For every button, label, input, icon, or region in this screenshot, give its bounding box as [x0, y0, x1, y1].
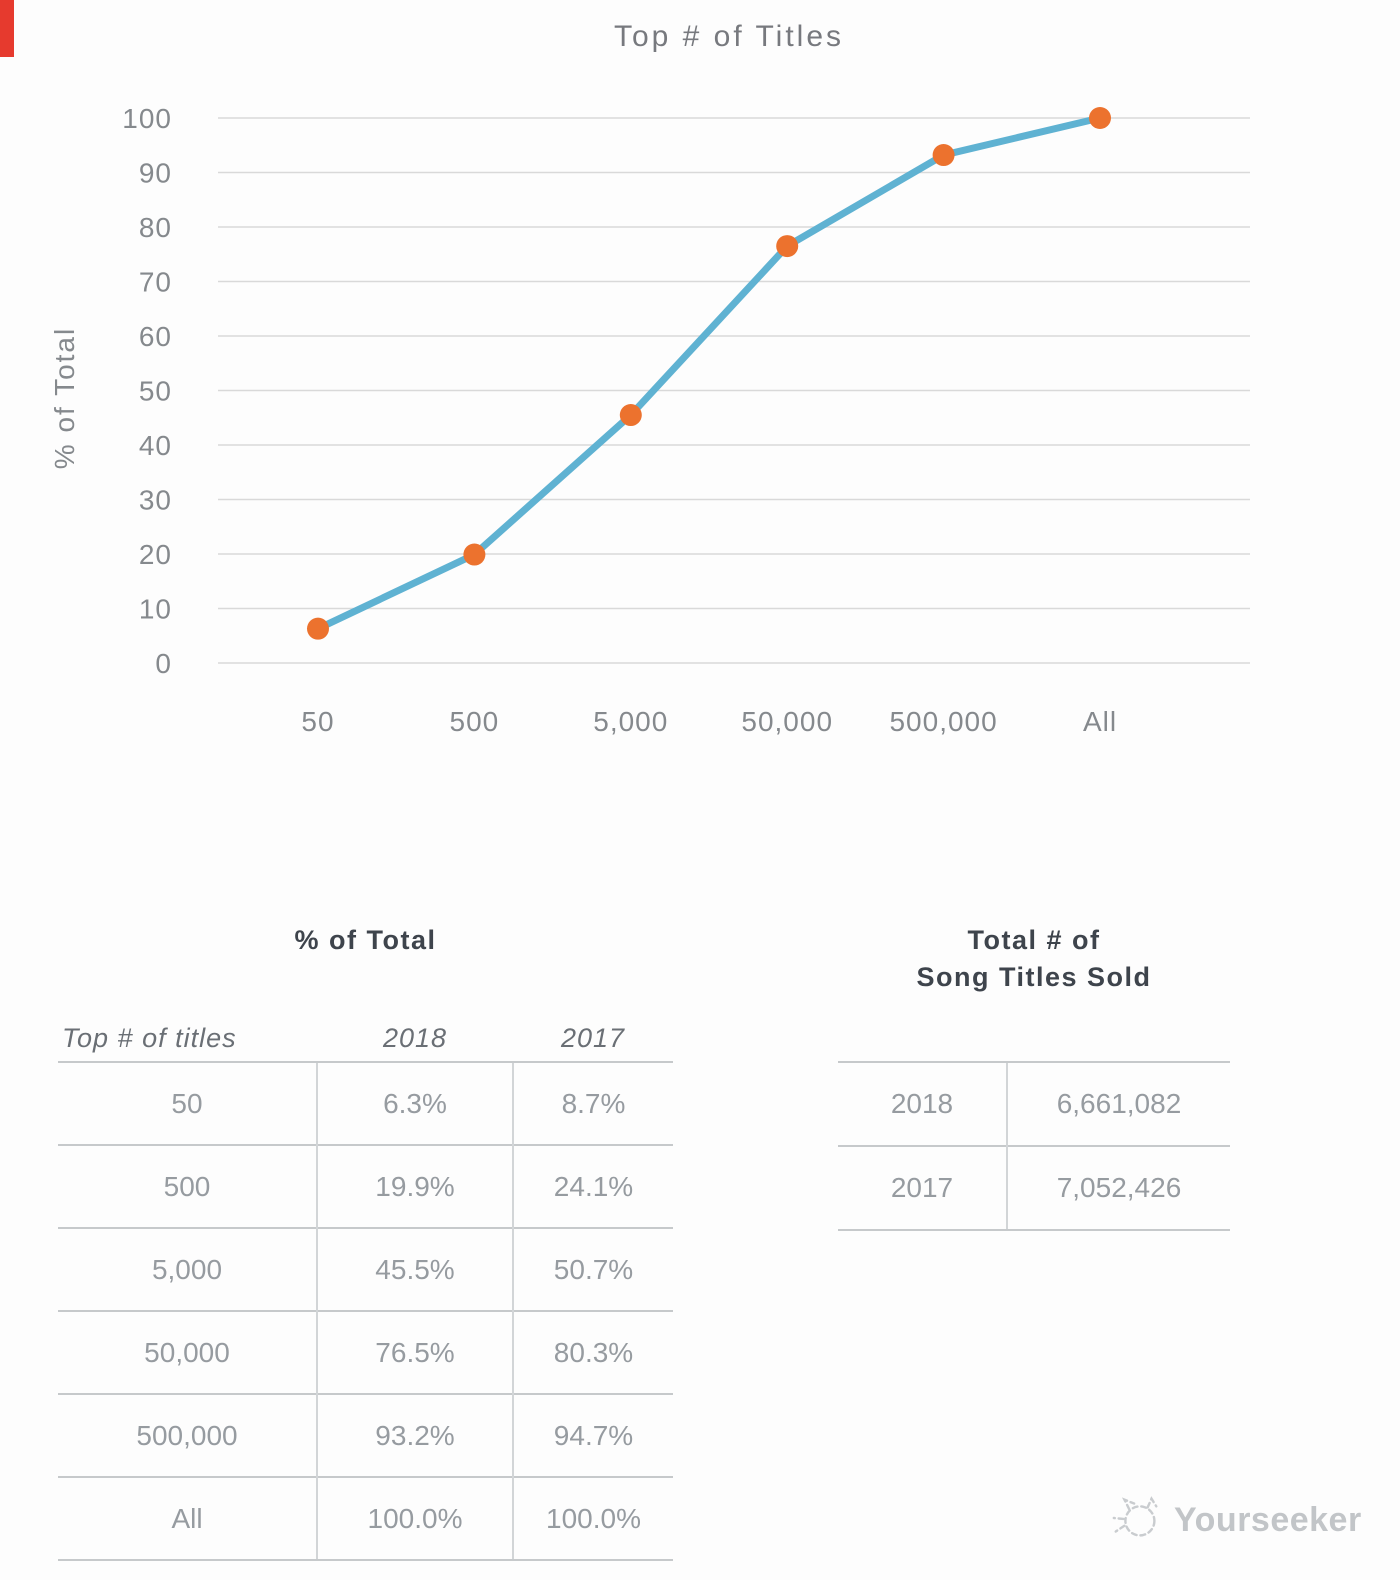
- row-label: 50,000: [58, 1310, 317, 1394]
- watermark: Yourseeker: [1108, 1492, 1362, 1548]
- data-point-marker: [619, 404, 642, 427]
- table-row: 50 6.3% 8.7%: [58, 1061, 673, 1145]
- table-row: 500 19.9% 24.1%: [58, 1144, 673, 1228]
- x-tick-label: 50: [301, 706, 334, 737]
- row-label: All: [58, 1476, 317, 1561]
- data-point-marker: [1089, 107, 1111, 129]
- value-2018: 76.5%: [316, 1310, 513, 1394]
- gridlines: [218, 117, 1250, 664]
- row-label: 5,000: [58, 1227, 317, 1311]
- value-2018: 6.3%: [316, 1061, 513, 1145]
- y-tick-label: 100: [122, 103, 172, 134]
- value-2017: 24.1%: [512, 1144, 673, 1228]
- table-row: 500,000 93.2% 94.7%: [58, 1393, 673, 1477]
- x-tick-label: 500: [450, 706, 500, 737]
- y-tick-label: 70: [139, 267, 172, 298]
- percent-table-col-titles: Top # of titles: [62, 1022, 237, 1053]
- row-label: 500: [58, 1144, 317, 1228]
- data-point-marker: [932, 144, 955, 167]
- data-point-marker: [463, 543, 486, 566]
- chart-title: Top # of Titles: [614, 20, 844, 53]
- y-tick-label: 30: [139, 485, 172, 516]
- y-tick-label: 60: [139, 321, 172, 352]
- data-point-marker: [776, 235, 799, 258]
- row-label: 50: [58, 1061, 317, 1145]
- percent-table-col-2018: 2018: [382, 1022, 448, 1053]
- y-tick-label: 10: [139, 594, 172, 625]
- table-row: All 100.0% 100.0%: [58, 1476, 673, 1561]
- totals-title-line1: Total # of: [967, 925, 1101, 955]
- data-point-marker: [307, 617, 329, 640]
- data-series: [307, 107, 1111, 640]
- row-label: 500,000: [58, 1393, 317, 1477]
- value-2017: 100.0%: [512, 1476, 673, 1561]
- total-value: 7,052,426: [1006, 1145, 1230, 1231]
- value-2018: 19.9%: [316, 1144, 513, 1228]
- value-2017: 80.3%: [512, 1310, 673, 1394]
- x-tick-label: All: [1083, 706, 1117, 737]
- table-row: 2017 7,052,426: [838, 1145, 1230, 1231]
- year-label: 2018: [838, 1061, 1007, 1146]
- totals-table-title: Total # of Song Titles Sold: [838, 922, 1230, 996]
- totals-title-line2: Song Titles Sold: [916, 962, 1152, 992]
- x-tick-label: 50,000: [741, 706, 833, 737]
- y-tick-label: 20: [139, 539, 172, 570]
- value-2018: 93.2%: [316, 1393, 513, 1477]
- y-tick-label: 90: [139, 158, 172, 189]
- year-label: 2017: [838, 1145, 1007, 1231]
- table-row: 50,000 76.5% 80.3%: [58, 1310, 673, 1394]
- corner-red-marker: [0, 0, 14, 57]
- table-row: 2018 6,661,082: [838, 1061, 1230, 1146]
- y-tick-label: 80: [139, 212, 172, 243]
- table-row: 5,000 45.5% 50.7%: [58, 1227, 673, 1311]
- total-song-titles-table: 2018 6,661,082 2017 7,052,426: [838, 1061, 1230, 1231]
- x-axis-tick-labels: 50 500 5,000 50,000 500,000 All: [301, 706, 1117, 737]
- percent-table-header: Top # of titles 2018 2017: [58, 1014, 673, 1062]
- total-value: 6,661,082: [1006, 1061, 1230, 1146]
- x-tick-label: 5,000: [593, 706, 668, 737]
- value-2017: 8.7%: [512, 1061, 673, 1145]
- percent-of-total-table: 50 6.3% 8.7% 500 19.9% 24.1% 5,000 45.5%…: [58, 1061, 673, 1561]
- y-tick-label: 0: [155, 648, 172, 679]
- y-axis-tick-labels: 0 10 20 30 40 50 60 70 80 90 100: [122, 103, 172, 679]
- percent-table-title: % of Total: [294, 925, 437, 955]
- watermark-text: Yourseeker: [1174, 1500, 1362, 1539]
- value-2018: 45.5%: [316, 1227, 513, 1311]
- line-chart: Top # of Titles % of Total 0 10 20 30 40 50 60…: [49, 20, 1250, 737]
- value-2017: 94.7%: [512, 1393, 673, 1477]
- value-2018: 100.0%: [316, 1476, 513, 1561]
- x-tick-label: 500,000: [889, 706, 997, 737]
- doodle-cat-icon: [1108, 1489, 1166, 1552]
- y-axis-title: % of Total: [49, 327, 80, 469]
- y-tick-label: 50: [139, 376, 172, 407]
- percent-table-col-2017: 2017: [560, 1022, 626, 1053]
- series-line-2018: [314, 114, 1104, 633]
- value-2017: 50.7%: [512, 1227, 673, 1311]
- y-tick-label: 40: [139, 430, 172, 461]
